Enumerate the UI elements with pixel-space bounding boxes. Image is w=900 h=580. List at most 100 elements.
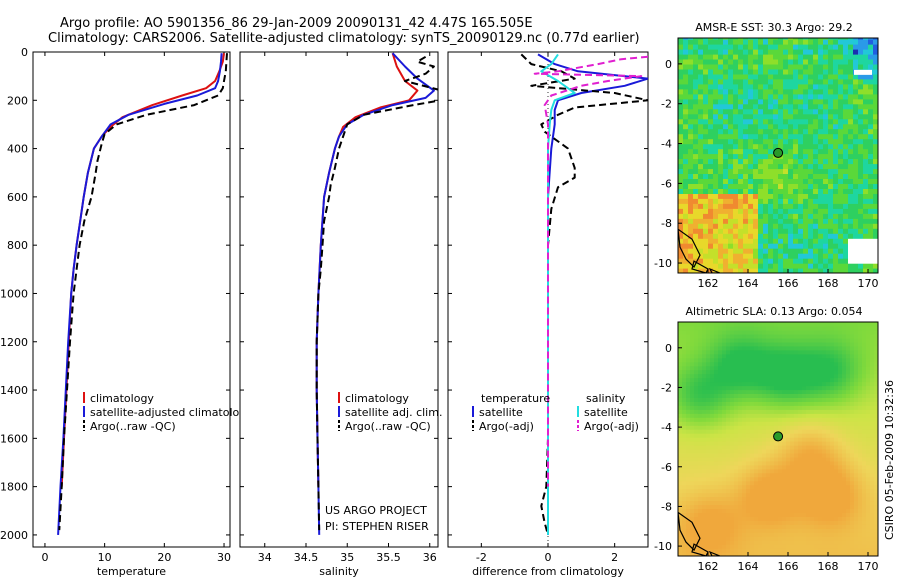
map-cell [698, 93, 704, 100]
map-cell [706, 496, 711, 502]
map-cell [773, 68, 779, 75]
map-cell [838, 218, 844, 224]
map-cell [750, 480, 755, 486]
map-cell [830, 322, 835, 327]
map-cell [858, 532, 863, 537]
map-cell [808, 148, 814, 155]
map-cell [726, 397, 731, 402]
map-cell [786, 460, 791, 466]
map-cell [683, 238, 689, 244]
map-cell [843, 168, 849, 174]
map-cell [788, 223, 794, 229]
map-cell [730, 429, 735, 434]
map-cell [713, 248, 719, 254]
map-cell [698, 178, 704, 184]
map-cell [783, 153, 789, 160]
map-cell [738, 421, 743, 426]
map-cell [778, 198, 784, 204]
map-cell [718, 88, 724, 95]
map-cell [738, 349, 743, 355]
map-cell [734, 544, 739, 549]
map-cell [710, 397, 715, 402]
map-cell [714, 333, 719, 339]
map-cell [713, 39, 719, 45]
map-cell [782, 512, 787, 517]
map-cell [678, 113, 684, 120]
map-cell [714, 460, 719, 466]
map-cell [818, 389, 823, 394]
map-cell [730, 349, 735, 355]
map-cell [748, 268, 754, 273]
map-cell [783, 228, 789, 234]
map-cell [848, 58, 854, 65]
map-cell [842, 480, 847, 486]
map-cell [802, 433, 807, 438]
map-cell [726, 377, 731, 383]
map-cell [742, 452, 747, 458]
map-cell [790, 552, 795, 556]
map-cell [854, 413, 859, 418]
map-cell [808, 223, 814, 229]
map-cell [786, 409, 791, 414]
map-cell [703, 73, 709, 80]
map-cell [822, 345, 827, 351]
map-cell [802, 345, 807, 351]
map-cell [750, 444, 755, 450]
map-cell [833, 253, 839, 259]
map-cell [742, 508, 747, 513]
map-cell [688, 228, 694, 234]
map-cell [733, 183, 739, 189]
map-cell [746, 464, 751, 470]
map-cell [748, 203, 754, 209]
map-cell [678, 98, 684, 105]
map-cell [822, 389, 827, 394]
map-cell [813, 63, 819, 70]
map-cell [866, 393, 871, 398]
map-cell [723, 68, 729, 75]
map-cell [778, 93, 784, 100]
map-cell [793, 158, 799, 165]
map-cell [748, 53, 754, 60]
map-cell [813, 193, 819, 199]
map-cell [753, 53, 759, 60]
map-cell [834, 528, 839, 533]
map-cell [693, 263, 699, 269]
map-cell [838, 433, 843, 438]
map-cell [758, 357, 763, 363]
map-cell [868, 193, 874, 199]
map-cell [746, 349, 751, 355]
map-cell [708, 53, 714, 60]
map-cell [734, 345, 739, 351]
map-cell [773, 58, 779, 65]
map-cell [750, 508, 755, 513]
map-cell [853, 248, 859, 254]
map-cell [698, 389, 703, 394]
map-cell [838, 329, 843, 335]
map-cell [678, 421, 683, 426]
map-cell [810, 425, 815, 430]
map-cell [854, 369, 859, 375]
map-cell [794, 393, 799, 398]
map-cell [846, 389, 851, 394]
map-cell [770, 322, 775, 327]
map-cell [770, 333, 775, 339]
map-cell [786, 417, 791, 422]
map-cell [774, 341, 779, 347]
y-tick-label: -6 [661, 177, 672, 190]
map-cell [698, 108, 704, 115]
map-cell [686, 365, 691, 371]
map-cell [838, 357, 843, 363]
map-cell [843, 258, 849, 264]
map-cell [753, 263, 759, 269]
map-cell [713, 193, 719, 199]
map-cell [758, 88, 764, 95]
map-cell [790, 456, 795, 462]
map-cell [783, 163, 789, 170]
map-cell [808, 203, 814, 209]
map-cell [854, 433, 859, 438]
map-cell [778, 373, 783, 379]
map-cell [754, 448, 759, 454]
map-cell [803, 223, 809, 229]
map-cell [702, 397, 707, 402]
map-cell [678, 524, 683, 529]
